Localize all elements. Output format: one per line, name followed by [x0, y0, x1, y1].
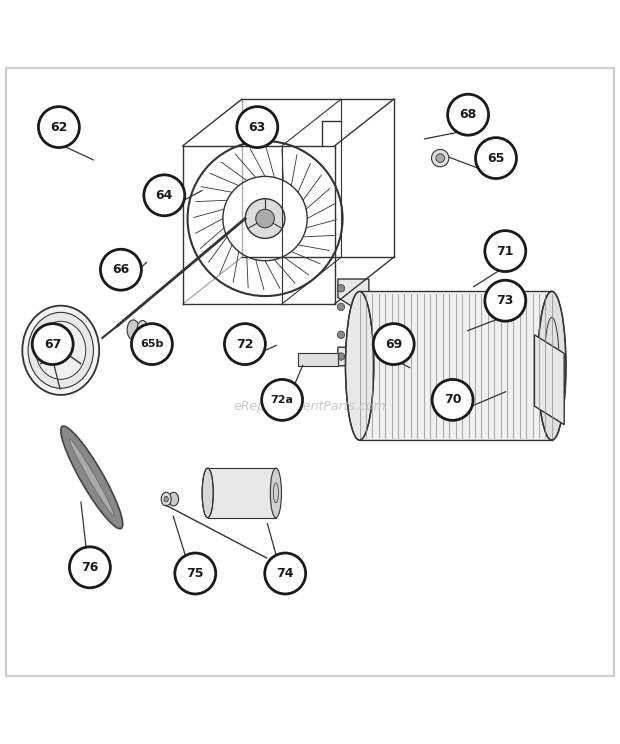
Circle shape — [337, 284, 345, 292]
Circle shape — [337, 353, 345, 360]
Polygon shape — [298, 353, 338, 366]
Circle shape — [224, 324, 265, 365]
Ellipse shape — [345, 292, 374, 440]
Ellipse shape — [22, 306, 99, 395]
Ellipse shape — [432, 150, 449, 167]
Circle shape — [448, 94, 489, 135]
Circle shape — [100, 249, 141, 290]
Text: 72a: 72a — [270, 395, 294, 405]
Ellipse shape — [69, 439, 114, 516]
Ellipse shape — [61, 426, 123, 529]
Text: 69: 69 — [385, 338, 402, 350]
Circle shape — [485, 231, 526, 272]
Circle shape — [255, 209, 275, 228]
Polygon shape — [534, 335, 564, 425]
Circle shape — [246, 199, 285, 238]
Circle shape — [32, 324, 73, 365]
Circle shape — [337, 331, 345, 339]
Circle shape — [38, 106, 79, 147]
Circle shape — [262, 379, 303, 420]
Circle shape — [373, 324, 414, 365]
Polygon shape — [338, 279, 384, 366]
Text: 74: 74 — [277, 567, 294, 580]
Ellipse shape — [28, 312, 94, 388]
Text: 73: 73 — [497, 294, 514, 307]
Ellipse shape — [137, 321, 148, 339]
Text: eReplacementParts.com: eReplacementParts.com — [234, 400, 386, 413]
FancyBboxPatch shape — [360, 292, 552, 440]
Circle shape — [237, 106, 278, 147]
FancyBboxPatch shape — [208, 468, 276, 518]
Ellipse shape — [538, 292, 566, 440]
Circle shape — [265, 553, 306, 594]
Circle shape — [175, 553, 216, 594]
Text: 71: 71 — [497, 245, 514, 257]
Text: 67: 67 — [44, 338, 61, 350]
Ellipse shape — [270, 468, 281, 518]
Circle shape — [432, 379, 473, 420]
Ellipse shape — [436, 154, 445, 162]
Text: 75: 75 — [187, 567, 204, 580]
Ellipse shape — [164, 496, 168, 502]
Circle shape — [485, 280, 526, 321]
Ellipse shape — [58, 347, 64, 354]
Circle shape — [144, 175, 185, 216]
Ellipse shape — [202, 468, 213, 518]
Text: 63: 63 — [249, 121, 266, 134]
Ellipse shape — [55, 343, 67, 358]
Polygon shape — [369, 322, 403, 344]
Text: 72: 72 — [236, 338, 254, 350]
Ellipse shape — [36, 321, 86, 379]
Text: 64: 64 — [156, 189, 173, 202]
Circle shape — [337, 304, 345, 311]
Circle shape — [131, 324, 172, 365]
Text: 65: 65 — [487, 152, 505, 164]
Ellipse shape — [169, 493, 179, 506]
Circle shape — [476, 138, 516, 179]
Ellipse shape — [161, 493, 171, 506]
Text: 68: 68 — [459, 108, 477, 121]
Text: 66: 66 — [112, 263, 130, 276]
Ellipse shape — [127, 320, 140, 340]
Text: 65b: 65b — [140, 339, 164, 349]
Text: 76: 76 — [81, 561, 99, 574]
Text: 62: 62 — [50, 121, 68, 134]
Text: 70: 70 — [444, 394, 461, 406]
Circle shape — [69, 547, 110, 588]
